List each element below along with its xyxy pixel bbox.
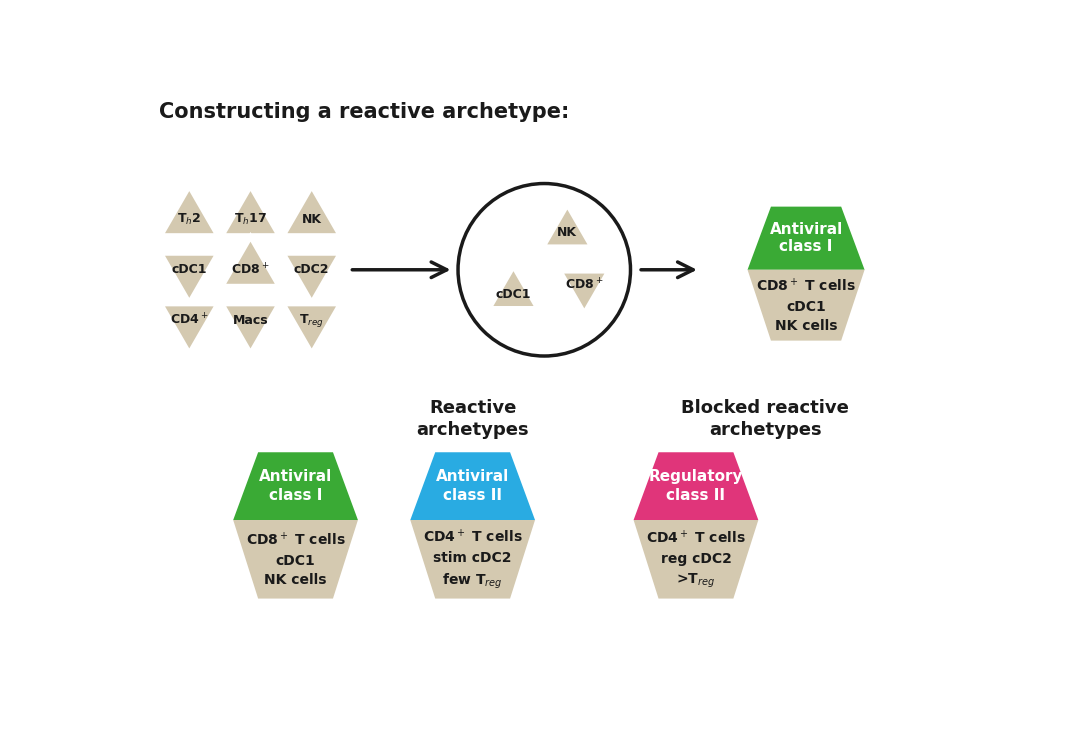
- Polygon shape: [222, 186, 279, 236]
- Text: Constructing a reactive archetype:: Constructing a reactive archetype:: [159, 102, 569, 122]
- Polygon shape: [161, 304, 218, 353]
- Text: cDC1: cDC1: [172, 264, 207, 276]
- Polygon shape: [634, 520, 758, 599]
- Text: Antiviral
class II: Antiviral class II: [436, 469, 510, 503]
- Polygon shape: [283, 253, 340, 303]
- Text: CD8$^+$: CD8$^+$: [565, 278, 604, 293]
- Text: Blocked reactive
archetypes: Blocked reactive archetypes: [681, 399, 849, 439]
- Text: NK: NK: [301, 212, 322, 226]
- Polygon shape: [233, 520, 357, 599]
- Polygon shape: [544, 206, 591, 246]
- Text: CD8$^+$ T cells
cDC1
NK cells: CD8$^+$ T cells cDC1 NK cells: [756, 277, 856, 334]
- Polygon shape: [161, 253, 218, 303]
- Text: Antiviral
class I: Antiviral class I: [259, 469, 333, 503]
- Text: T$_h$2: T$_h$2: [177, 212, 201, 227]
- Polygon shape: [747, 206, 865, 270]
- Text: Reactive
archetypes: Reactive archetypes: [416, 399, 529, 439]
- Polygon shape: [233, 453, 357, 520]
- Polygon shape: [222, 237, 279, 286]
- Polygon shape: [747, 270, 865, 340]
- Text: Antiviral
class I: Antiviral class I: [769, 222, 842, 255]
- Text: Macs: Macs: [232, 314, 268, 327]
- Polygon shape: [490, 268, 537, 308]
- Text: CD8$^+$: CD8$^+$: [231, 262, 270, 277]
- Polygon shape: [222, 304, 279, 353]
- Text: T$_h$17: T$_h$17: [234, 212, 267, 227]
- Polygon shape: [161, 186, 218, 236]
- Text: CD4$^+$ T cells
stim cDC2
few T$_{reg}$: CD4$^+$ T cells stim cDC2 few T$_{reg}$: [422, 528, 523, 590]
- Polygon shape: [634, 453, 758, 520]
- Polygon shape: [410, 520, 535, 599]
- Text: CD4$^+$ T cells
reg cDC2
>T$_{reg}$: CD4$^+$ T cells reg cDC2 >T$_{reg}$: [646, 529, 746, 590]
- Text: cDC1: cDC1: [496, 288, 531, 301]
- Polygon shape: [562, 272, 607, 312]
- Polygon shape: [410, 453, 535, 520]
- Text: Regulatory
class II: Regulatory class II: [649, 469, 743, 503]
- Text: CD8$^+$ T cells
cDC1
NK cells: CD8$^+$ T cells cDC1 NK cells: [245, 531, 346, 587]
- Text: CD4$^+$: CD4$^+$: [170, 312, 208, 328]
- Text: cDC2: cDC2: [294, 264, 329, 276]
- Polygon shape: [283, 186, 340, 236]
- Text: NK: NK: [557, 227, 578, 239]
- Text: T$_{reg}$: T$_{reg}$: [299, 312, 324, 329]
- Polygon shape: [283, 304, 340, 353]
